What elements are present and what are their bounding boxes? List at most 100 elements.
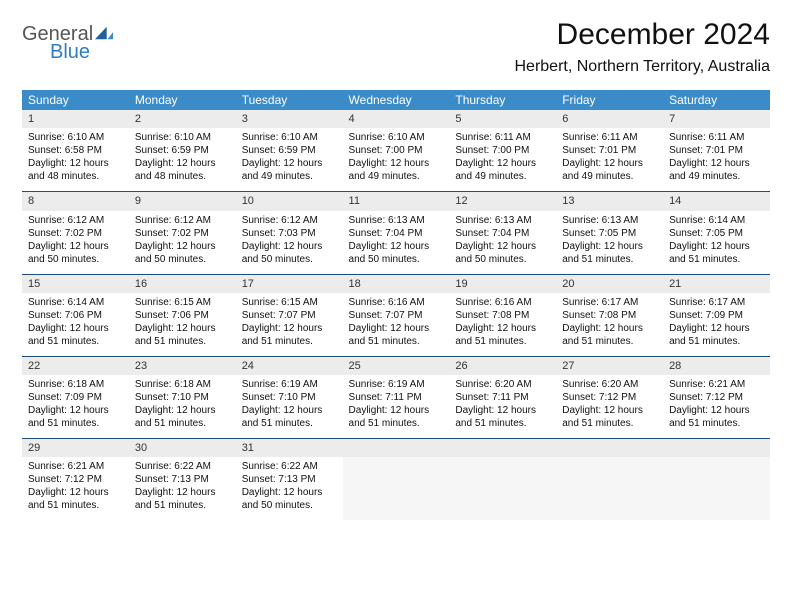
day-cell-5: 5Sunrise: 6:11 AMSunset: 7:00 PMDaylight…	[449, 110, 556, 191]
day-text: Sunrise: 6:22 AMSunset: 7:13 PMDaylight:…	[129, 457, 236, 520]
day-number: 30	[129, 438, 236, 457]
day-cell-11: 11Sunrise: 6:13 AMSunset: 7:04 PMDayligh…	[343, 191, 450, 273]
day-cell-23: 23Sunrise: 6:18 AMSunset: 7:10 PMDayligh…	[129, 356, 236, 438]
day-cell-2: 2Sunrise: 6:10 AMSunset: 6:59 PMDaylight…	[129, 110, 236, 191]
day-number: 29	[22, 438, 129, 457]
day-text: Sunrise: 6:14 AMSunset: 7:06 PMDaylight:…	[22, 293, 129, 356]
day-text	[343, 457, 450, 507]
day-cell-empty	[663, 438, 770, 520]
day-number: 24	[236, 356, 343, 375]
day-text: Sunrise: 6:12 AMSunset: 7:02 PMDaylight:…	[22, 211, 129, 274]
day-text: Sunrise: 6:22 AMSunset: 7:13 PMDaylight:…	[236, 457, 343, 520]
day-text	[556, 457, 663, 507]
day-number: 12	[449, 191, 556, 210]
dow-tuesday: Tuesday	[236, 90, 343, 110]
day-text: Sunrise: 6:14 AMSunset: 7:05 PMDaylight:…	[663, 211, 770, 274]
day-number: 17	[236, 274, 343, 293]
month-title: December 2024	[515, 18, 771, 52]
day-text: Sunrise: 6:21 AMSunset: 7:12 PMDaylight:…	[663, 375, 770, 438]
dow-thursday: Thursday	[449, 90, 556, 110]
day-number	[449, 438, 556, 457]
header: General Blue December 2024 Herbert, Nort…	[22, 18, 770, 76]
day-number: 21	[663, 274, 770, 293]
header-right: December 2024 Herbert, Northern Territor…	[515, 18, 771, 76]
day-text: Sunrise: 6:13 AMSunset: 7:05 PMDaylight:…	[556, 211, 663, 274]
day-number	[556, 438, 663, 457]
day-number: 19	[449, 274, 556, 293]
day-text: Sunrise: 6:16 AMSunset: 7:07 PMDaylight:…	[343, 293, 450, 356]
day-cell-20: 20Sunrise: 6:17 AMSunset: 7:08 PMDayligh…	[556, 274, 663, 356]
day-cell-28: 28Sunrise: 6:21 AMSunset: 7:12 PMDayligh…	[663, 356, 770, 438]
day-cell-8: 8Sunrise: 6:12 AMSunset: 7:02 PMDaylight…	[22, 191, 129, 273]
day-number: 13	[556, 191, 663, 210]
day-number: 25	[343, 356, 450, 375]
day-number: 15	[22, 274, 129, 293]
calendar-row: 1Sunrise: 6:10 AMSunset: 6:58 PMDaylight…	[22, 110, 770, 191]
dow-sunday: Sunday	[22, 90, 129, 110]
day-text: Sunrise: 6:19 AMSunset: 7:10 PMDaylight:…	[236, 375, 343, 438]
day-cell-14: 14Sunrise: 6:14 AMSunset: 7:05 PMDayligh…	[663, 191, 770, 273]
day-number: 23	[129, 356, 236, 375]
day-text: Sunrise: 6:15 AMSunset: 7:07 PMDaylight:…	[236, 293, 343, 356]
day-text: Sunrise: 6:18 AMSunset: 7:10 PMDaylight:…	[129, 375, 236, 438]
day-cell-6: 6Sunrise: 6:11 AMSunset: 7:01 PMDaylight…	[556, 110, 663, 191]
day-cell-3: 3Sunrise: 6:10 AMSunset: 6:59 PMDaylight…	[236, 110, 343, 191]
day-number: 6	[556, 110, 663, 128]
day-number: 2	[129, 110, 236, 128]
day-text	[449, 457, 556, 507]
day-cell-1: 1Sunrise: 6:10 AMSunset: 6:58 PMDaylight…	[22, 110, 129, 191]
day-cell-31: 31Sunrise: 6:22 AMSunset: 7:13 PMDayligh…	[236, 438, 343, 520]
day-text: Sunrise: 6:12 AMSunset: 7:02 PMDaylight:…	[129, 211, 236, 274]
day-number: 7	[663, 110, 770, 128]
dow-wednesday: Wednesday	[343, 90, 450, 110]
day-number: 20	[556, 274, 663, 293]
dow-saturday: Saturday	[663, 90, 770, 110]
day-cell-25: 25Sunrise: 6:19 AMSunset: 7:11 PMDayligh…	[343, 356, 450, 438]
day-cell-19: 19Sunrise: 6:16 AMSunset: 7:08 PMDayligh…	[449, 274, 556, 356]
day-cell-21: 21Sunrise: 6:17 AMSunset: 7:09 PMDayligh…	[663, 274, 770, 356]
logo-word-blue: Blue	[22, 42, 113, 62]
day-number: 4	[343, 110, 450, 128]
day-cell-4: 4Sunrise: 6:10 AMSunset: 7:00 PMDaylight…	[343, 110, 450, 191]
day-number: 26	[449, 356, 556, 375]
day-cell-10: 10Sunrise: 6:12 AMSunset: 7:03 PMDayligh…	[236, 191, 343, 273]
calendar-table: SundayMondayTuesdayWednesdayThursdayFrid…	[22, 90, 770, 520]
day-cell-17: 17Sunrise: 6:15 AMSunset: 7:07 PMDayligh…	[236, 274, 343, 356]
dow-friday: Friday	[556, 90, 663, 110]
day-cell-22: 22Sunrise: 6:18 AMSunset: 7:09 PMDayligh…	[22, 356, 129, 438]
day-text: Sunrise: 6:13 AMSunset: 7:04 PMDaylight:…	[343, 211, 450, 274]
day-cell-9: 9Sunrise: 6:12 AMSunset: 7:02 PMDaylight…	[129, 191, 236, 273]
day-text: Sunrise: 6:16 AMSunset: 7:08 PMDaylight:…	[449, 293, 556, 356]
day-number: 28	[663, 356, 770, 375]
day-cell-26: 26Sunrise: 6:20 AMSunset: 7:11 PMDayligh…	[449, 356, 556, 438]
day-text: Sunrise: 6:11 AMSunset: 7:01 PMDaylight:…	[663, 128, 770, 191]
calendar-row: 15Sunrise: 6:14 AMSunset: 7:06 PMDayligh…	[22, 274, 770, 356]
day-number: 14	[663, 191, 770, 210]
day-text: Sunrise: 6:12 AMSunset: 7:03 PMDaylight:…	[236, 211, 343, 274]
calendar-row: 8Sunrise: 6:12 AMSunset: 7:02 PMDaylight…	[22, 191, 770, 273]
day-number: 1	[22, 110, 129, 128]
calendar-body: 1Sunrise: 6:10 AMSunset: 6:58 PMDaylight…	[22, 110, 770, 520]
day-number	[343, 438, 450, 457]
day-cell-empty	[449, 438, 556, 520]
day-text: Sunrise: 6:11 AMSunset: 7:00 PMDaylight:…	[449, 128, 556, 191]
day-number: 18	[343, 274, 450, 293]
day-cell-7: 7Sunrise: 6:11 AMSunset: 7:01 PMDaylight…	[663, 110, 770, 191]
day-text: Sunrise: 6:15 AMSunset: 7:06 PMDaylight:…	[129, 293, 236, 356]
day-of-week-row: SundayMondayTuesdayWednesdayThursdayFrid…	[22, 90, 770, 110]
day-number: 31	[236, 438, 343, 457]
day-number: 22	[22, 356, 129, 375]
day-number: 16	[129, 274, 236, 293]
logo: General Blue	[22, 18, 113, 62]
day-text: Sunrise: 6:11 AMSunset: 7:01 PMDaylight:…	[556, 128, 663, 191]
day-number	[663, 438, 770, 457]
day-cell-30: 30Sunrise: 6:22 AMSunset: 7:13 PMDayligh…	[129, 438, 236, 520]
day-text: Sunrise: 6:19 AMSunset: 7:11 PMDaylight:…	[343, 375, 450, 438]
day-text: Sunrise: 6:18 AMSunset: 7:09 PMDaylight:…	[22, 375, 129, 438]
day-text: Sunrise: 6:17 AMSunset: 7:09 PMDaylight:…	[663, 293, 770, 356]
day-cell-empty	[343, 438, 450, 520]
day-number: 11	[343, 191, 450, 210]
location-text: Herbert, Northern Territory, Australia	[515, 58, 771, 76]
day-cell-18: 18Sunrise: 6:16 AMSunset: 7:07 PMDayligh…	[343, 274, 450, 356]
day-number: 3	[236, 110, 343, 128]
